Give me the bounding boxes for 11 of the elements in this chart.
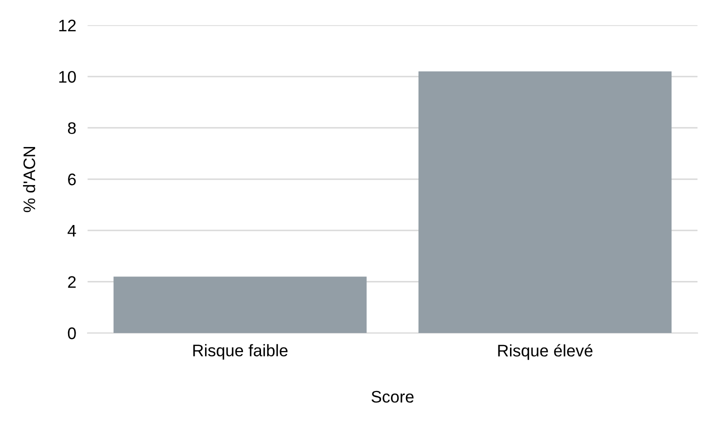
y-tick-label: 4 bbox=[68, 225, 76, 236]
y-tick-label: 0 bbox=[68, 327, 76, 340]
y-tick-label: 2 bbox=[68, 276, 76, 288]
x-tick-label: Risque élevé bbox=[498, 344, 592, 360]
y-tick-label: 6 bbox=[68, 174, 76, 186]
x-axis-title: Score bbox=[372, 390, 414, 403]
y-tick-label: 8 bbox=[68, 122, 76, 134]
x-tick-label: Risque faible bbox=[193, 344, 288, 360]
y-tick-label: 12 bbox=[59, 20, 76, 32]
y-axis-title: % d'ACN bbox=[22, 146, 36, 212]
y-tick-label: 10 bbox=[59, 70, 76, 83]
